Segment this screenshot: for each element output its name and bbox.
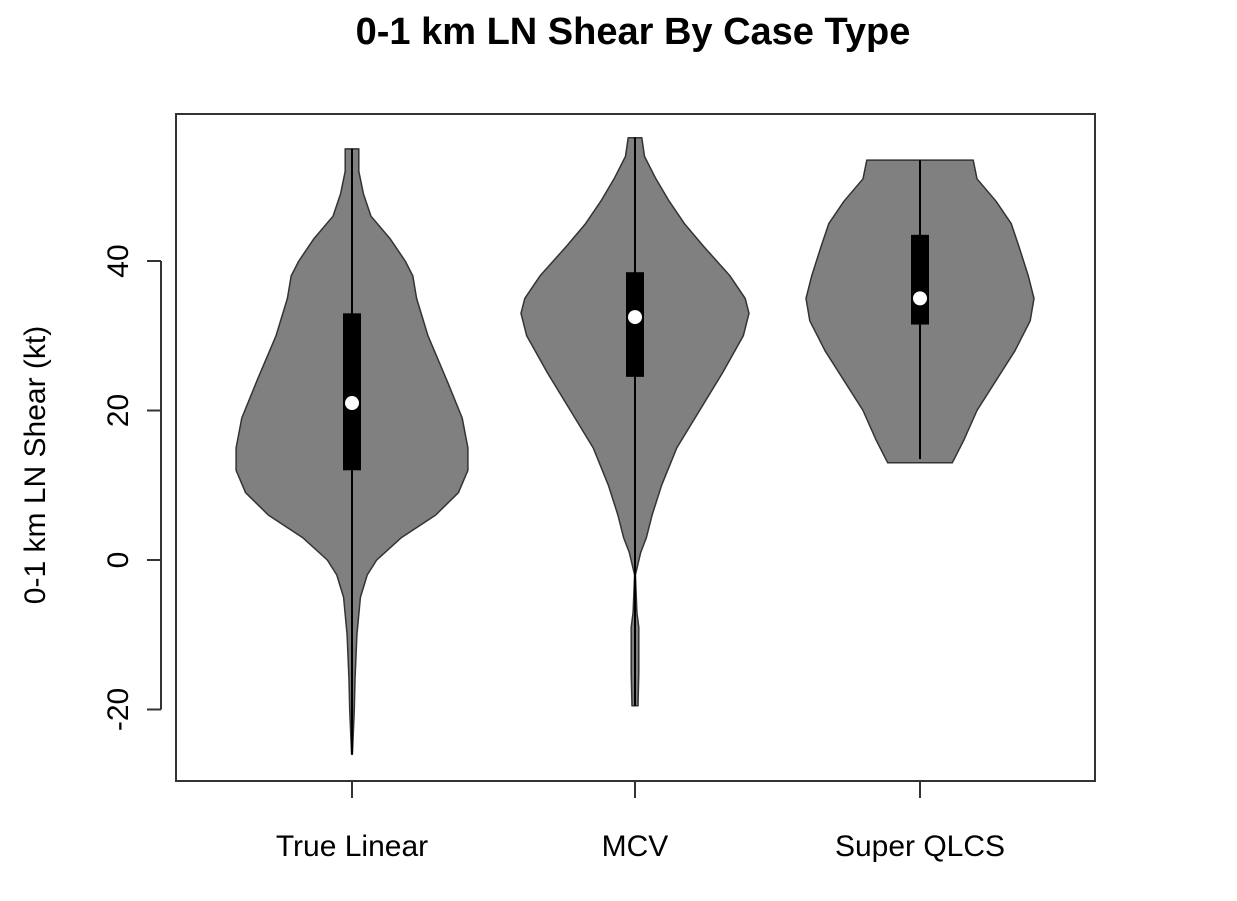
x-tick-label-mcv: MCV bbox=[602, 830, 669, 863]
y-tick-label-1: 0 bbox=[102, 552, 135, 569]
y-tick-label-2: 20 bbox=[102, 394, 135, 427]
y-tick-label-0: -20 bbox=[102, 688, 135, 731]
violin-super-qlcs bbox=[805, 159, 1035, 464]
x-tick-label-super-qlcs: Super QLCS bbox=[835, 830, 1005, 863]
iqr-box-super-qlcs bbox=[911, 234, 929, 325]
chart-title: 0-1 km LN Shear By Case Type bbox=[356, 11, 911, 53]
violin-true-linear bbox=[235, 148, 469, 756]
y-axis-label: 0-1 km LN Shear (kt) bbox=[19, 326, 52, 604]
violin-mcv bbox=[520, 136, 750, 707]
iqr-box-mcv bbox=[626, 272, 644, 377]
x-tick-label-true-linear: True Linear bbox=[276, 830, 428, 863]
median-point-super-qlcs bbox=[913, 291, 927, 306]
iqr-box-true-linear bbox=[343, 313, 361, 471]
y-tick-label-3: 40 bbox=[102, 244, 135, 277]
violin-series-group bbox=[235, 136, 1035, 756]
median-point-mcv bbox=[628, 310, 642, 325]
x-axis: True Linear MCV Super QLCS bbox=[276, 781, 1005, 863]
median-point-true-linear bbox=[345, 396, 359, 411]
y-axis: -20 0 20 40 bbox=[102, 244, 162, 731]
